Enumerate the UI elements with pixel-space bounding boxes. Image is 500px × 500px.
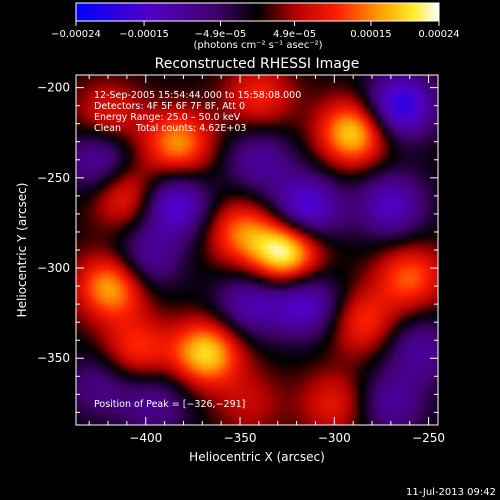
axis-ticks: −400 −350 −300 −250 −200 −250 −300 −350 bbox=[37, 75, 445, 445]
heatmap-image bbox=[76, 75, 438, 425]
y-axis-label: Heliocentric Y (arcsec) bbox=[15, 183, 29, 318]
chart-title: Reconstructed RHESSI Image bbox=[155, 56, 360, 72]
colorbar-tick-label: 4.9e−05 bbox=[273, 29, 316, 40]
x-tick-label: −250 bbox=[412, 431, 445, 445]
render-timestamp: 11-Jul-2013 09:42 bbox=[406, 487, 496, 498]
colorbar-tick-label: 0.00024 bbox=[418, 29, 459, 40]
x-axis-label: Heliocentric X (arcsec) bbox=[189, 450, 325, 464]
peak-position-label: Position of Peak = [−326,−291] bbox=[94, 399, 245, 410]
annotation-time-range: 12-Sep-2005 15:54:44.000 to 15:58:08.000 bbox=[94, 90, 301, 101]
x-tick-label: −400 bbox=[129, 431, 162, 445]
colorbar-frame bbox=[75, 2, 440, 22]
colorbar-tick-label: −4.9e−05 bbox=[195, 29, 247, 40]
x-tick-label: −350 bbox=[224, 431, 257, 445]
colorbar-unit-label: (photons cm⁻² s⁻¹ asec⁻²) bbox=[193, 40, 322, 51]
colorbar-ticks: −0.00024 −0.00015 −4.9e−05 4.9e−05 0.00015 0.… bbox=[51, 21, 460, 40]
x-tick-label: −300 bbox=[318, 431, 351, 445]
annotation-block: 12-Sep-2005 15:54:44.000 to 15:58:08.000… bbox=[94, 90, 301, 134]
plot-area: −400 −350 −300 −250 −200 −250 −300 −350 12-Sep-… bbox=[37, 74, 445, 445]
y-tick-label: −300 bbox=[37, 261, 70, 275]
colorbar: −0.00024 −0.00015 −4.9e−05 4.9e−05 0.00015 0.… bbox=[51, 2, 460, 51]
colorbar-tick-label: 0.00015 bbox=[350, 29, 391, 40]
annotation-energy-range: Energy Range: 25.0 – 50.0 keV bbox=[94, 112, 241, 123]
annotation-detectors: Detectors: 4F 5F 6F 7F 8F, Att 0 bbox=[94, 101, 245, 112]
y-tick-label: −200 bbox=[37, 81, 70, 95]
y-tick-label: −250 bbox=[37, 171, 70, 185]
annotation-clean-counts: Clean Total counts: 4.62E+03 bbox=[94, 123, 246, 134]
y-tick-label: −350 bbox=[37, 351, 70, 365]
colorbar-tick-label: −0.00015 bbox=[119, 29, 169, 40]
colorbar-tick-label: −0.00024 bbox=[51, 29, 101, 40]
colorbar-gradient bbox=[76, 3, 439, 21]
